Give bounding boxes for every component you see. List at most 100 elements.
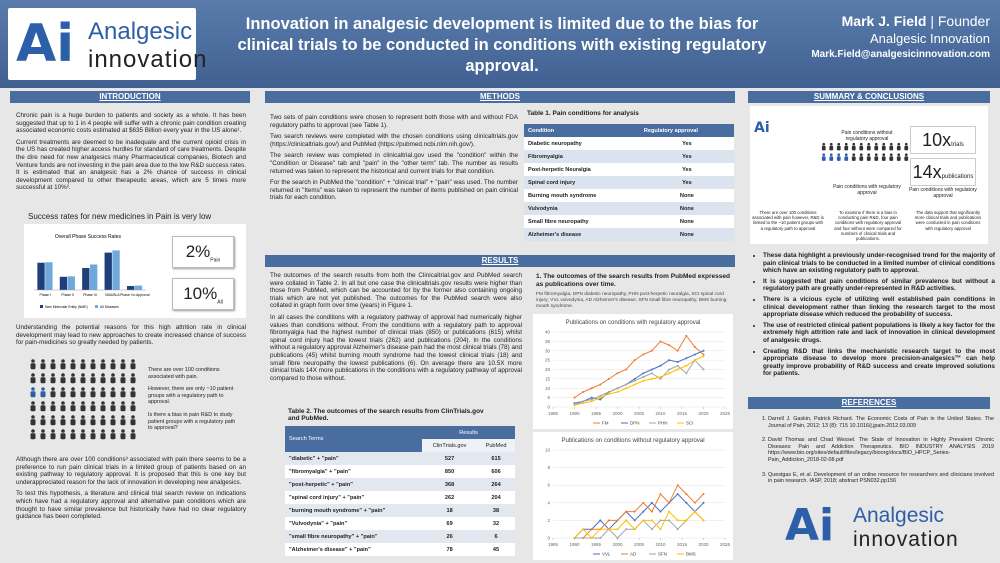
person-head <box>31 429 35 433</box>
point <box>685 372 688 375</box>
person-body <box>50 363 56 370</box>
person-body <box>30 419 36 426</box>
legend-label: New Molecular Entity (NME) <box>45 305 88 309</box>
infographic-line: However, there are only ~10 patient grou… <box>148 386 234 406</box>
person-body <box>904 145 909 151</box>
line-chart: Publications on conditions without regul… <box>533 432 733 560</box>
person-head <box>91 429 95 433</box>
person-head <box>61 373 65 377</box>
y-tick-label: 6 <box>547 483 550 488</box>
person-head <box>889 142 893 146</box>
point <box>573 402 576 405</box>
reference-list: Darrell J. Gaskin, Patrick Richard. The … <box>756 416 994 493</box>
point <box>685 519 688 522</box>
person-head <box>131 415 135 419</box>
person-head <box>71 415 75 419</box>
paragraph: Chronic pain is a huge burden to patient… <box>16 112 246 135</box>
person-body <box>851 156 856 161</box>
logo-top: Analgesic <box>88 18 193 45</box>
logo-mark: Ai <box>754 120 770 136</box>
person-head <box>91 401 95 405</box>
person-head <box>101 429 105 433</box>
point <box>702 493 705 495</box>
author: Mark J. Field | Founder Analgesic Innova… <box>790 12 990 62</box>
person-head <box>859 142 863 146</box>
cell: 527 <box>444 455 455 462</box>
person-head <box>897 142 901 146</box>
person-head <box>101 373 105 377</box>
point <box>685 334 688 337</box>
paragraph: Two sets of pain conditions were chosen … <box>270 114 518 129</box>
person-head <box>31 387 35 391</box>
x-tick-label: 1985 <box>548 542 559 547</box>
person-head <box>131 359 135 363</box>
person-head <box>71 359 75 363</box>
person-body <box>60 391 66 398</box>
header-cell: ClinTrials.gov <box>432 442 467 449</box>
person-head <box>867 153 871 157</box>
person-head <box>41 387 45 391</box>
person-body <box>80 377 86 384</box>
table-row: "small fibre neuropathy" + "pain" 26 6 <box>285 530 515 543</box>
stat-value: 14x <box>912 162 942 182</box>
table-row: Vulvodynia None <box>524 202 734 215</box>
bar <box>134 285 143 290</box>
person-head <box>51 387 55 391</box>
person-head <box>41 429 45 433</box>
legend-label: SFN <box>658 552 667 557</box>
point <box>599 394 602 397</box>
point <box>582 402 585 405</box>
person-body <box>120 405 126 412</box>
point <box>668 359 671 362</box>
paragraph: For the search in PubMed the "condition"… <box>270 179 518 202</box>
point <box>616 391 619 393</box>
x-tick-label: 2015 <box>677 542 688 547</box>
cell: "Vulvodynia" + "pain" <box>289 520 348 527</box>
point <box>625 368 628 371</box>
person-body <box>60 363 66 370</box>
person-head <box>61 429 65 433</box>
person-head <box>71 387 75 391</box>
cell: 32 <box>492 520 500 527</box>
cell: Yes <box>639 163 734 176</box>
stat: 14xpublications <box>910 158 976 186</box>
point <box>702 349 705 352</box>
person-head <box>111 415 115 419</box>
cell: 26 <box>446 533 453 540</box>
point <box>693 346 696 348</box>
person-body <box>881 156 886 161</box>
cell: "Alzheimer's disease" + "pain" <box>289 546 371 553</box>
point <box>650 372 653 375</box>
person-body <box>896 156 901 161</box>
x-tick-label: Phase II <box>61 293 73 297</box>
person-body <box>80 391 86 398</box>
point <box>599 519 602 522</box>
legend-label: AD <box>630 552 637 557</box>
table-row: "fibromyalgia" + "pain" 850 606 <box>285 465 515 478</box>
table-row: Diabetic neuropathy Yes <box>524 137 734 150</box>
logo-bottom: innovation <box>853 528 959 551</box>
bar <box>104 252 112 290</box>
person-body <box>40 433 46 440</box>
cell: 264 <box>491 481 501 488</box>
point <box>642 379 645 382</box>
cell: None <box>639 189 734 202</box>
section-heading: INTRODUCTION <box>10 91 250 103</box>
person-body <box>881 145 886 151</box>
person-body <box>70 419 76 426</box>
point <box>607 391 610 393</box>
person-body <box>40 391 46 398</box>
cell: Diabetic neuropathy <box>524 137 640 150</box>
point <box>659 376 662 378</box>
person-body <box>100 363 106 370</box>
person-head <box>101 415 105 419</box>
person-body <box>100 405 106 412</box>
person-body <box>110 363 116 370</box>
person-body <box>60 419 66 426</box>
point <box>693 510 696 513</box>
point <box>702 355 705 358</box>
point <box>693 501 696 504</box>
point <box>590 387 593 390</box>
point <box>590 528 593 531</box>
person-head <box>131 373 135 377</box>
